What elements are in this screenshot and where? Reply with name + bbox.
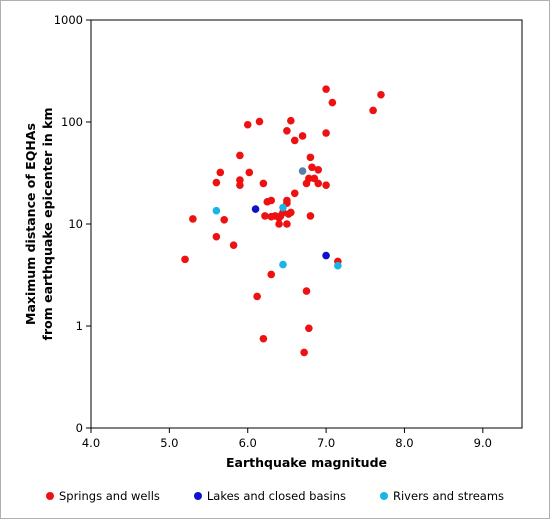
data-point-series-0 <box>305 174 313 183</box>
legend-marker <box>193 492 202 500</box>
data-point-series-0 <box>181 255 189 264</box>
data-point-series-1 <box>251 205 260 213</box>
data-point-series-0 <box>283 126 291 135</box>
data-point-series-0 <box>212 178 221 187</box>
data-point-series-0 <box>212 232 221 241</box>
data-point-series-0 <box>377 90 385 99</box>
y-tick-label: 10 <box>68 217 83 231</box>
data-point-series-0 <box>229 241 238 249</box>
data-point-series-0 <box>261 212 269 220</box>
x-axis-label: Earthquake magnitude <box>226 455 387 470</box>
data-point-series-2 <box>334 261 342 270</box>
data-point-series-0 <box>243 120 252 129</box>
data-point-series-0 <box>267 196 276 205</box>
x-tick-label: 6.0 <box>239 436 257 450</box>
data-point-series-0 <box>259 334 268 343</box>
data-point-series-0 <box>287 208 295 217</box>
data-point-series-0 <box>275 220 283 228</box>
x-tick-label: 7.0 <box>317 436 335 450</box>
data-point-series-0 <box>267 270 276 279</box>
data-point-series-0 <box>305 324 313 333</box>
data-point-series-0 <box>236 176 244 184</box>
data-point-series-1 <box>322 251 330 260</box>
data-point-series-0 <box>298 132 307 140</box>
y-tick-label: 0 <box>76 421 83 435</box>
data-point-series-0 <box>220 215 229 224</box>
data-point-series-3 <box>298 167 307 175</box>
legend-item: Lakes and closed basins <box>193 489 346 503</box>
x-tick-label: 5.0 <box>160 436 178 450</box>
data-point-series-0 <box>314 179 323 188</box>
x-tick-label: 4.0 <box>82 436 100 450</box>
data-point-series-0 <box>322 181 330 190</box>
y-tick-label: 1000 <box>54 13 83 27</box>
y-tick-label: 100 <box>61 115 83 129</box>
legend-label: Lakes and closed basins <box>206 489 346 503</box>
data-point-series-2 <box>212 206 221 215</box>
data-point-series-2 <box>279 260 287 269</box>
data-point-series-0 <box>216 168 225 177</box>
y-axis-label-line-2: from earthquake epicenter in km <box>40 108 55 341</box>
legend-marker <box>45 492 54 500</box>
y-axis-label-line-1: Maximum distance of EQHAs <box>23 123 38 325</box>
data-point-series-0 <box>189 215 197 223</box>
legend-item: Rivers and streams <box>380 489 504 503</box>
data-point-series-0 <box>290 136 299 145</box>
data-point-series-0 <box>283 220 291 228</box>
data-point-series-0 <box>255 117 264 126</box>
data-point-series-0 <box>253 292 261 301</box>
data-point-series-0 <box>369 106 377 115</box>
data-point-series-0 <box>245 168 254 177</box>
data-point-series-0 <box>290 189 299 198</box>
data-point-series-0 <box>328 98 337 107</box>
data-point-series-0 <box>306 212 315 220</box>
data-point-series-0 <box>302 287 311 295</box>
data-point-series-0 <box>236 181 244 190</box>
data-point-series-0 <box>306 153 315 162</box>
legend-label: Rivers and streams <box>393 489 505 503</box>
data-point-series-0 <box>314 165 323 174</box>
data-point-series-0 <box>236 151 244 160</box>
data-point-series-0 <box>322 85 330 93</box>
data-point-series-0 <box>259 179 268 188</box>
x-tick-label: 8.0 <box>395 436 413 450</box>
y-tick-label: 1 <box>76 319 83 333</box>
data-point-series-0 <box>322 129 330 137</box>
legend-marker <box>380 492 388 500</box>
data-point-series-0 <box>308 163 316 172</box>
chart-legend: Springs and wells Lakes and closed basins… <box>0 486 550 506</box>
data-point-series-2 <box>279 203 287 212</box>
data-point-series-0 <box>300 348 308 357</box>
plot-area <box>90 19 523 429</box>
legend-item: Springs and wells <box>45 489 160 503</box>
x-tick-label: 9.0 <box>474 436 492 450</box>
legend-label: Springs and wells <box>58 489 160 503</box>
data-point-series-0 <box>287 116 295 125</box>
